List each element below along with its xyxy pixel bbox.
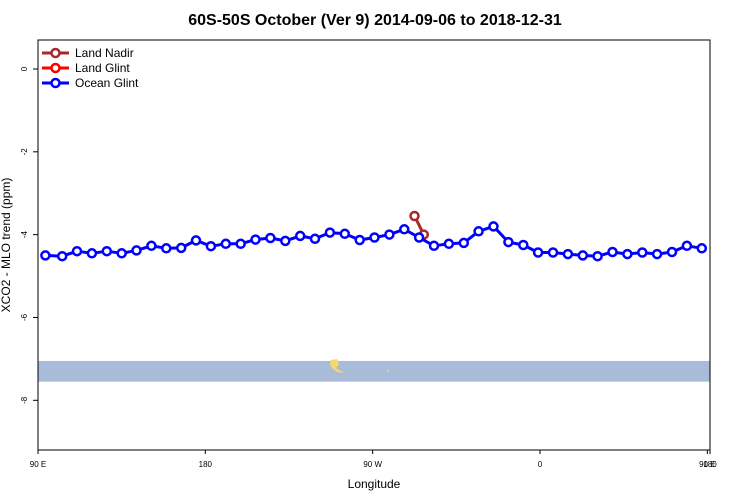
data-point-ocean-glint xyxy=(324,227,336,238)
data-point-ocean-glint xyxy=(116,248,127,259)
data-point-ocean-glint xyxy=(101,245,113,257)
x-tick-label: 0 xyxy=(538,460,543,469)
data-point-ocean-glint xyxy=(190,235,202,246)
data-point-ocean-glint xyxy=(473,226,484,237)
legend-label-land-glint: Land Glint xyxy=(75,61,130,75)
data-point-ocean-glint xyxy=(458,237,470,249)
y-tick-label: -2 xyxy=(20,148,29,156)
data-point-ocean-glint xyxy=(354,234,365,246)
x-tick-label: 90 E xyxy=(699,460,715,469)
y-axis: 0 -2 -4 -6 -8 xyxy=(20,66,38,404)
data-point-ocean-glint xyxy=(696,243,708,254)
latitude-band xyxy=(38,359,710,382)
data-point-ocean-glint xyxy=(607,246,618,258)
y-tick-label: -4 xyxy=(20,231,29,239)
x-tick-label: 90 E xyxy=(30,460,46,469)
chart-title: 60S-50S October (Ver 9) 2014-09-06 to 20… xyxy=(188,12,562,29)
data-point-ocean-glint xyxy=(369,232,380,243)
data-point-ocean-glint xyxy=(280,235,291,247)
data-point-ocean-glint xyxy=(488,221,499,232)
legend-label-ocean-glint: Ocean Glint xyxy=(75,76,139,90)
data-point-ocean-glint xyxy=(651,248,663,260)
data-point-ocean-glint xyxy=(309,233,321,245)
data-point-ocean-glint xyxy=(146,240,157,252)
y-axis-label: XCO2 - MLO trend (ppm) xyxy=(0,178,13,313)
ocean-band xyxy=(38,360,710,382)
legend-marker-ocean-glint xyxy=(50,77,61,89)
x-tick-label: 90 W xyxy=(363,460,382,469)
data-point-ocean-glint xyxy=(384,229,395,240)
legend-marker-land-glint xyxy=(50,62,61,74)
x-tick-label: 180 xyxy=(199,460,213,469)
data-point-ocean-glint xyxy=(175,242,187,254)
data-point-ocean-glint xyxy=(235,238,246,250)
legend-label-land-nadir: Land Nadir xyxy=(75,46,134,60)
data-point-ocean-glint xyxy=(205,240,217,252)
data-point-ocean-glint xyxy=(265,232,276,244)
y-tick-label: 0 xyxy=(20,66,29,71)
data-point-ocean-glint xyxy=(250,234,261,245)
data-point-ocean-glint xyxy=(503,236,514,248)
data-point-ocean-glint xyxy=(666,246,678,258)
land-shape-patagonia xyxy=(330,359,344,373)
data-point-land-nadir xyxy=(409,210,420,222)
plot-frame xyxy=(37,39,711,451)
data-point-ocean-glint xyxy=(428,240,440,252)
data-point-ocean-glint xyxy=(413,232,425,243)
data-point-ocean-glint xyxy=(56,250,68,262)
data-point-ocean-glint xyxy=(532,247,544,258)
x-tick-label: 180 xyxy=(703,460,717,469)
data-point-ocean-glint xyxy=(40,250,51,261)
data-point-ocean-glint xyxy=(637,247,648,258)
legend-marker-land-nadir xyxy=(50,47,61,59)
y-tick-label: -6 xyxy=(20,313,29,321)
land-shape-island xyxy=(387,370,389,372)
data-point-ocean-glint xyxy=(518,239,529,251)
data-point-ocean-glint xyxy=(681,240,693,252)
data-point-ocean-glint xyxy=(294,230,306,242)
plot-series xyxy=(40,210,708,262)
data-point-ocean-glint xyxy=(399,224,410,235)
x-axis-label: Longitude xyxy=(348,477,401,491)
data-point-ocean-glint xyxy=(161,243,172,254)
data-point-ocean-glint xyxy=(220,238,232,250)
data-point-ocean-glint xyxy=(131,245,142,256)
data-point-ocean-glint xyxy=(443,238,455,250)
y-tick-label: -8 xyxy=(20,396,29,404)
data-point-ocean-glint xyxy=(547,247,559,258)
data-point-ocean-glint xyxy=(592,250,603,262)
data-point-ocean-glint xyxy=(622,248,633,260)
data-point-ocean-glint xyxy=(86,248,98,259)
data-point-ocean-glint xyxy=(71,245,83,257)
data-point-ocean-glint xyxy=(577,250,589,261)
data-point-ocean-glint xyxy=(339,228,351,240)
data-point-ocean-glint xyxy=(562,248,574,260)
